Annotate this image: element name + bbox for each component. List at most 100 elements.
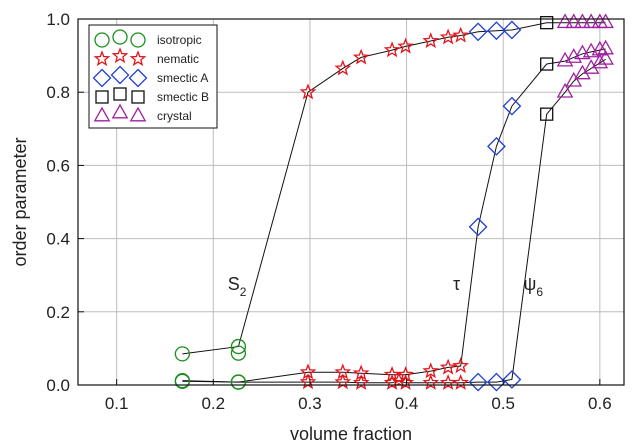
data-point-star bbox=[352, 373, 370, 390]
data-point-triangle bbox=[597, 49, 614, 65]
x-tick-label: 0.5 bbox=[491, 394, 515, 413]
y-axis-title: order parameter bbox=[10, 137, 30, 266]
data-point-star bbox=[334, 373, 352, 390]
data-point-star bbox=[422, 32, 440, 49]
x-tick-label: 0.3 bbox=[298, 394, 322, 413]
legend-marker-star bbox=[129, 50, 147, 67]
data-point-triangle bbox=[597, 13, 614, 29]
legend-label: smectic A bbox=[157, 71, 208, 85]
axis-ticks: 0.1 0.2 0.3 0.4 0.5 0.6 0.0 0.2 0.4 0.6 0.8 1.0 bbox=[46, 10, 611, 413]
y-tick-label: 0.8 bbox=[46, 83, 70, 102]
data-point-triangle bbox=[582, 13, 600, 29]
x-axis-title: volume fraction bbox=[290, 424, 412, 444]
series-lines bbox=[182, 22, 606, 384]
annotation-label: τ bbox=[453, 274, 460, 294]
legend-marker-circle bbox=[130, 32, 146, 48]
plot-frame bbox=[77, 18, 625, 386]
data-point-star bbox=[383, 373, 401, 390]
data-point-star bbox=[439, 373, 457, 390]
data-point-diamond bbox=[487, 21, 506, 41]
data-point-triangle bbox=[565, 71, 583, 87]
data-point-diamond bbox=[502, 96, 522, 116]
data-point-star bbox=[299, 373, 317, 390]
legend-marker-star bbox=[111, 47, 129, 64]
y-tick-label: 1.0 bbox=[46, 10, 70, 29]
legend-marker-diamond bbox=[110, 65, 130, 85]
annotation-symbol: τ bbox=[453, 274, 460, 294]
series-line bbox=[182, 48, 606, 383]
legend-marker-triangle bbox=[93, 106, 111, 122]
y-tick-label: 0.6 bbox=[46, 156, 70, 175]
data-point-star bbox=[390, 371, 408, 388]
y-tick-label: 0.0 bbox=[46, 376, 70, 395]
legend-marker-circle bbox=[94, 32, 110, 48]
legend-marker-square bbox=[113, 87, 127, 101]
x-tick-label: 0.1 bbox=[105, 394, 129, 413]
legend-marker-circle bbox=[112, 29, 128, 45]
data-point-diamond bbox=[487, 136, 506, 156]
data-point-star bbox=[439, 28, 457, 45]
legend-label: nematic bbox=[157, 52, 199, 66]
data-point-triangle bbox=[556, 13, 574, 29]
data-point-star bbox=[383, 365, 401, 382]
data-point-diamond bbox=[487, 372, 506, 392]
annotation-label: S2 bbox=[228, 274, 247, 299]
legend-marker-star bbox=[93, 50, 111, 67]
data-point-circle bbox=[174, 373, 191, 389]
data-point-circle bbox=[230, 345, 247, 361]
data-point-star bbox=[452, 26, 470, 43]
data-point-star bbox=[383, 41, 401, 58]
legend-marker-diamond bbox=[92, 68, 112, 88]
annotation-symbol: S bbox=[228, 274, 240, 294]
data-point-circle bbox=[174, 346, 191, 362]
y-tick-label: 0.4 bbox=[46, 230, 70, 249]
legend-box bbox=[88, 24, 218, 129]
data-point-star bbox=[334, 59, 352, 76]
data-point-square bbox=[540, 16, 554, 30]
data-point-square bbox=[540, 57, 554, 71]
data-point-star bbox=[397, 37, 414, 54]
data-point-star bbox=[299, 83, 317, 100]
legend-label: smectic B bbox=[157, 90, 209, 104]
legend-label: crystal bbox=[157, 109, 192, 123]
legend-entry: smectic A bbox=[92, 65, 208, 88]
annotation-subscript: 2 bbox=[240, 285, 247, 299]
legend-marker-diamond bbox=[128, 68, 148, 88]
data-point-circle bbox=[230, 338, 247, 355]
data-point-circle bbox=[230, 374, 247, 390]
annotation-subscript: 6 bbox=[536, 285, 543, 299]
data-point-square bbox=[540, 107, 554, 121]
x-tick-label: 0.6 bbox=[588, 394, 612, 413]
legend-entry: crystal bbox=[93, 103, 192, 123]
data-markers bbox=[174, 13, 614, 392]
legend-entry: nematic bbox=[93, 47, 199, 67]
x-tick-label: 0.4 bbox=[395, 394, 419, 413]
annotation-symbol: ψ bbox=[523, 274, 536, 294]
legend-marker-triangle bbox=[129, 106, 147, 122]
data-point-star bbox=[397, 365, 414, 382]
legend-label: isotropic bbox=[157, 33, 202, 47]
data-point-diamond bbox=[468, 217, 488, 237]
data-point-diamond bbox=[468, 22, 488, 42]
legend-marker-square bbox=[131, 90, 145, 104]
annotation-label: ψ6 bbox=[523, 274, 543, 299]
data-point-diamond bbox=[502, 20, 522, 40]
data-point-star bbox=[422, 373, 440, 390]
data-point-diamond bbox=[468, 372, 488, 392]
annotations: S2 τ ψ6 bbox=[228, 274, 544, 299]
legend-marker-triangle bbox=[111, 103, 129, 119]
y-tick-label: 0.2 bbox=[46, 303, 70, 322]
data-point-star bbox=[452, 373, 470, 390]
data-point-triangle bbox=[582, 59, 600, 74]
data-point-triangle bbox=[597, 39, 614, 55]
data-point-triangle bbox=[565, 13, 583, 29]
data-point-star bbox=[397, 373, 414, 390]
data-point-star bbox=[352, 48, 370, 65]
legend-entry: isotropic bbox=[94, 29, 202, 48]
series-line bbox=[182, 58, 606, 384]
legend-marker-square bbox=[95, 90, 109, 104]
data-point-triangle bbox=[574, 13, 591, 29]
series-line bbox=[182, 22, 606, 355]
data-point-triangle bbox=[556, 82, 574, 98]
